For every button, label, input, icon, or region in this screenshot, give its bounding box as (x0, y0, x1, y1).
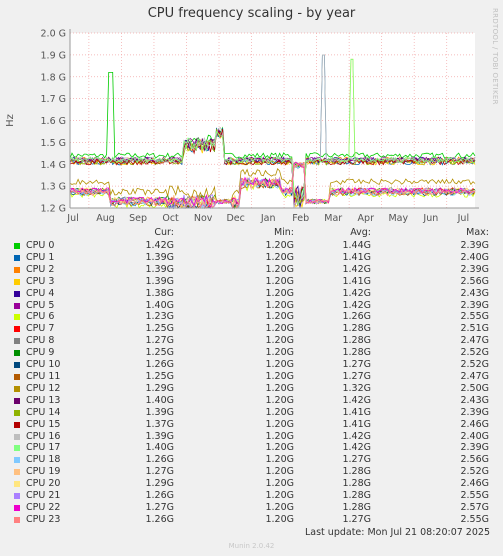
x-tick-label: Nov (194, 213, 213, 224)
x-tick-label: Aug (96, 213, 115, 224)
y-tick-label: 1.5 G (41, 138, 67, 149)
y-tick-label: 1.6 G (41, 116, 67, 127)
y-axis-label: Hz (5, 114, 16, 127)
x-tick-label: Feb (292, 213, 309, 224)
frequency-chart: 1.2 G 1.3 G 1.4 G 1.5 G 1.6 G 1.7 G 1.8 G 1.9 G… (5, 29, 479, 224)
y-tick-label: 1.7 G (41, 94, 67, 105)
series-line (70, 128, 476, 207)
x-tick-label: Jun (422, 213, 438, 224)
y-tick-label: 1.4 G (41, 160, 67, 171)
x-tick-label: Sep (129, 213, 147, 224)
y-tick-label: 1.9 G (41, 50, 67, 61)
x-tick-label: Jul (66, 213, 78, 224)
x-tick-label: Apr (358, 213, 375, 224)
series-line (69, 161, 476, 206)
y-tick-label: 1.2 G (41, 204, 67, 215)
series-line (69, 161, 476, 204)
y-tick-label: 1.3 G (41, 182, 67, 193)
rrdtool-credit: RRDTOOL / TOBI OETIKER (491, 8, 499, 105)
last-update-text: Last update: Mon Jul 21 08:20:07 2025 (304, 527, 490, 538)
plot-background (70, 33, 475, 208)
x-tick-label: Mar (324, 213, 342, 224)
x-tick-label: Jan (260, 213, 276, 224)
series-line (69, 72, 476, 208)
y-tick-label: 1.8 G (41, 72, 67, 83)
series-line (69, 54, 476, 208)
x-tick-label: May (388, 213, 408, 224)
plot-area: 1.2 G 1.3 G 1.4 G 1.5 G 1.6 G 1.7 G 1.8 G 1.9 G… (5, 29, 479, 224)
x-tick-label: Oct (162, 213, 179, 224)
series-line (69, 161, 476, 210)
series-line (69, 58, 475, 207)
munin-version: Munin 2.0.42 (228, 542, 275, 550)
chart-title: CPU frequency scaling - by year (147, 6, 356, 21)
x-tick-label: Jul (457, 213, 469, 224)
y-tick-label: 2.0 G (41, 29, 67, 40)
x-tick-label: Dec (226, 213, 244, 224)
